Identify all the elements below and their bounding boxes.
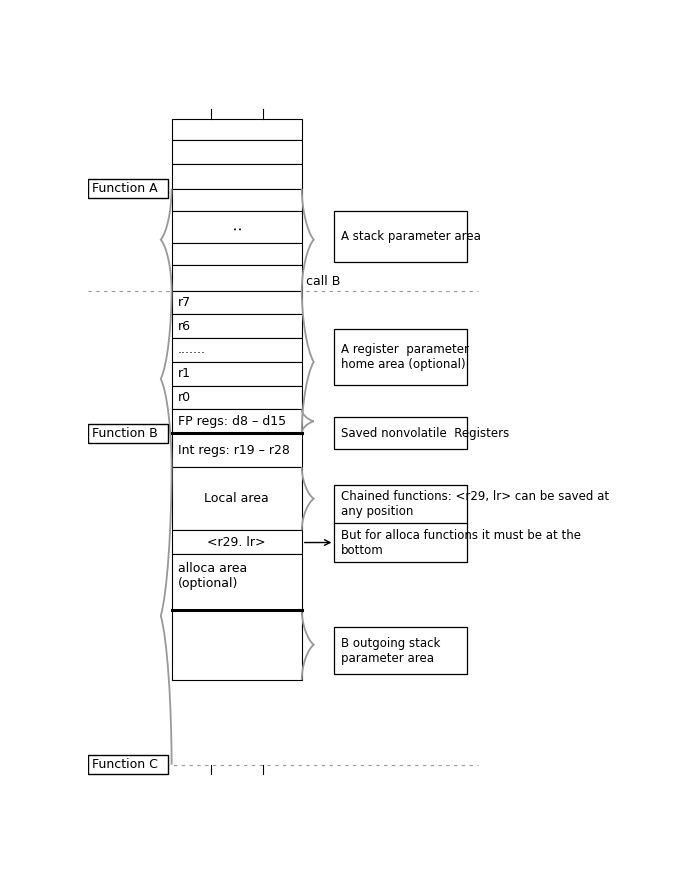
- Text: FP regs: d8 – d15: FP regs: d8 – d15: [178, 415, 286, 428]
- Bar: [172, 119, 302, 139]
- Bar: [172, 290, 302, 314]
- Bar: [335, 211, 467, 262]
- Text: Chained functions: <r29, lr> can be saved at
any position: Chained functions: <r29, lr> can be save…: [341, 490, 609, 519]
- Bar: [172, 467, 302, 530]
- Text: alloca area
(optional): alloca area (optional): [178, 563, 247, 590]
- Text: r1: r1: [178, 367, 191, 380]
- Bar: [172, 265, 302, 290]
- Bar: [172, 409, 302, 433]
- Bar: [335, 523, 467, 562]
- Bar: [172, 211, 302, 243]
- Bar: [335, 627, 467, 674]
- Text: Function C: Function C: [92, 759, 158, 771]
- Bar: [172, 163, 302, 189]
- Bar: [172, 314, 302, 338]
- Text: Saved nonvolatile  Registers: Saved nonvolatile Registers: [341, 427, 509, 440]
- Text: But for alloca functions it must be at the
bottom: But for alloca functions it must be at t…: [341, 528, 581, 557]
- Text: Local area: Local area: [204, 492, 269, 505]
- Bar: [172, 554, 302, 609]
- Bar: [88, 179, 168, 198]
- Bar: [172, 530, 302, 554]
- Text: B outgoing stack
parameter area: B outgoing stack parameter area: [341, 637, 440, 664]
- Bar: [335, 329, 467, 385]
- Text: r0: r0: [178, 391, 191, 404]
- Bar: [172, 243, 302, 265]
- Bar: [172, 189, 302, 211]
- Text: <r29. lr>: <r29. lr>: [207, 535, 266, 549]
- Text: .......: .......: [178, 343, 206, 356]
- Text: call B: call B: [306, 275, 340, 288]
- Bar: [88, 423, 168, 443]
- Text: r6: r6: [178, 319, 191, 333]
- Text: Function B: Function B: [92, 427, 158, 440]
- Text: :: :: [230, 224, 244, 229]
- Bar: [335, 417, 467, 450]
- Text: A stack parameter area: A stack parameter area: [341, 229, 481, 243]
- Text: A register  parameter
home area (optional): A register parameter home area (optional…: [341, 343, 469, 371]
- Bar: [172, 338, 302, 362]
- Bar: [172, 609, 302, 680]
- Text: r7: r7: [178, 296, 191, 309]
- Bar: [172, 385, 302, 409]
- Bar: [172, 433, 302, 467]
- Text: Int regs: r19 – r28: Int regs: r19 – r28: [178, 444, 290, 457]
- Bar: [335, 485, 467, 524]
- Bar: [172, 140, 302, 163]
- Bar: [172, 362, 302, 385]
- Text: Function A: Function A: [92, 183, 158, 195]
- Bar: [88, 755, 168, 774]
